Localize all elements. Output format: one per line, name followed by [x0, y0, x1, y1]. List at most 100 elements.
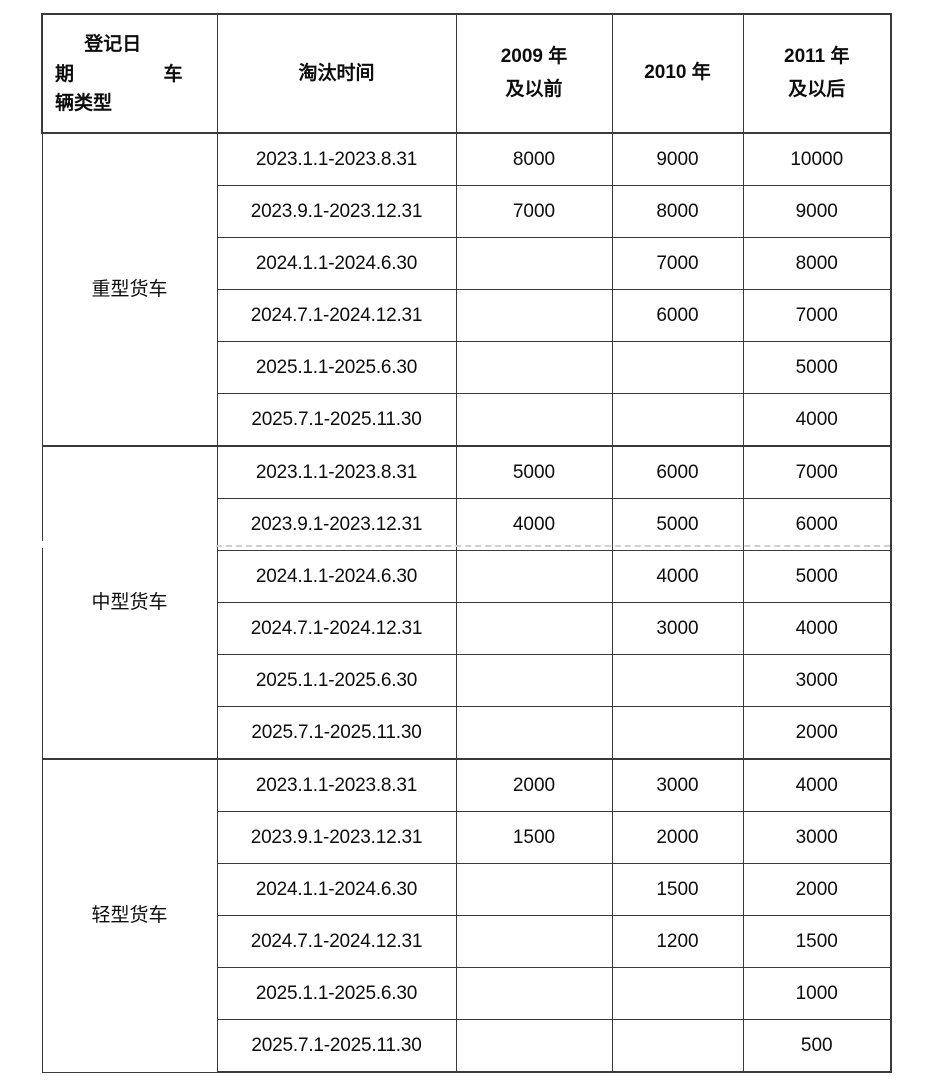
period-cell: 2025.1.1-2025.6.30	[216, 654, 457, 707]
table-row: 2025.1.1-2025.6.30 5000	[42, 341, 892, 394]
amount-cell-y2010: 4000	[611, 550, 744, 603]
amount-cell-y2011: 1000	[742, 967, 892, 1020]
amount-cell-y2011: 4000	[742, 602, 892, 655]
table-body: 登记日 期 车 辆类型 淘汰时间 2009 年 及以前	[41, 13, 892, 1073]
amount-cell-empty	[455, 915, 613, 968]
amount-cell-empty	[455, 967, 613, 1020]
period-cell: 2024.1.1-2024.6.30	[216, 550, 457, 603]
amount-cell-y2010: 1500	[611, 863, 744, 916]
corner-header-line-2: 期 车	[55, 60, 205, 89]
period-cell: 2023.1.1-2023.8.31	[216, 758, 457, 812]
column-header-2011-stack: 2011 年 及以后	[744, 41, 891, 106]
page-break-left-gap	[40, 541, 43, 548]
table-row: 2024.7.1-2024.12.31 6000 7000	[42, 289, 892, 342]
amount-cell-y2009: 2000	[455, 758, 613, 812]
amount-cell-y2011: 1500	[742, 915, 892, 968]
amount-cell-y2011: 7000	[742, 445, 892, 499]
amount-cell-y2010: 6000	[611, 445, 744, 499]
period-cell: 2025.1.1-2025.6.30	[216, 967, 457, 1020]
amount-cell-empty	[611, 341, 744, 394]
amount-cell-y2011: 8000	[742, 237, 892, 290]
amount-cell-empty	[455, 602, 613, 655]
amount-cell-empty	[611, 654, 744, 707]
period-cell: 2025.7.1-2025.11.30	[216, 393, 457, 447]
table-row: 2024.7.1-2024.12.31 1200 1500	[42, 915, 892, 968]
amount-cell-y2011: 3000	[742, 654, 892, 707]
amount-cell-y2010: 8000	[611, 185, 744, 238]
amount-cell-y2010: 9000	[611, 132, 744, 186]
amount-cell-y2011: 4000	[742, 758, 892, 812]
amount-cell-y2011: 9000	[742, 185, 892, 238]
amount-cell-empty	[455, 393, 613, 447]
column-header-2011-line-2: 及以后	[788, 78, 846, 100]
amount-cell-empty	[455, 1019, 613, 1073]
vehicle-type-cell: 重型货车	[41, 132, 218, 447]
amount-cell-y2011: 2000	[742, 863, 892, 916]
amount-cell-y2010: 6000	[611, 289, 744, 342]
period-cell: 2024.1.1-2024.6.30	[216, 237, 457, 290]
amount-cell-empty	[611, 1019, 744, 1073]
column-header-2011: 2011 年 及以后	[742, 13, 892, 134]
corner-header-line-2-left: 期	[55, 63, 75, 85]
table-row: 2025.1.1-2025.6.30 3000	[42, 654, 892, 707]
amount-cell-empty	[455, 863, 613, 916]
column-header-period-label: 淘汰时间	[298, 62, 375, 84]
amount-cell-y2010: 3000	[611, 758, 744, 812]
table-row: 2025.1.1-2025.6.30 1000	[42, 967, 892, 1020]
vehicle-type-cell: 中型货车	[41, 445, 218, 760]
column-header-2010: 2010 年	[611, 13, 744, 134]
table-row: 2023.9.1-2023.12.31 4000 5000 6000	[42, 498, 892, 551]
table-row: 2025.7.1-2025.11.30 500	[42, 1019, 892, 1073]
amount-cell-y2011: 10000	[742, 132, 892, 186]
table-row: 2024.1.1-2024.6.30 1500 2000	[42, 863, 892, 916]
amount-cell-empty	[455, 706, 613, 760]
amount-cell-y2011: 6000	[742, 498, 892, 551]
amount-cell-empty	[455, 550, 613, 603]
period-cell: 2025.7.1-2025.11.30	[216, 706, 457, 760]
amount-cell-empty	[611, 967, 744, 1020]
amount-cell-empty	[455, 237, 613, 290]
scrappage-subsidy-table: 登记日 期 车 辆类型 淘汰时间 2009 年 及以前	[41, 13, 892, 1073]
period-cell: 2023.9.1-2023.12.31	[216, 498, 457, 551]
period-cell: 2023.1.1-2023.8.31	[216, 132, 457, 186]
amount-cell-empty	[611, 393, 744, 447]
amount-cell-y2010: 5000	[611, 498, 744, 551]
amount-cell-y2010: 3000	[611, 602, 744, 655]
corner-header-text: 登记日 期 车 辆类型	[43, 22, 217, 124]
amount-cell-y2011: 500	[742, 1019, 892, 1073]
period-cell: 2023.1.1-2023.8.31	[216, 445, 457, 499]
column-header-2010-stack: 2010 年	[613, 57, 743, 89]
amount-cell-y2009: 4000	[455, 498, 613, 551]
column-header-2009-stack: 2009 年 及以前	[457, 41, 612, 106]
corner-header-line-3: 辆类型	[55, 93, 113, 115]
period-cell: 2024.1.1-2024.6.30	[216, 863, 457, 916]
amount-cell-y2009: 5000	[455, 445, 613, 499]
corner-header-cell: 登记日 期 车 辆类型	[41, 13, 218, 134]
amount-cell-y2011: 2000	[742, 706, 892, 760]
column-header-2009-line-2: 及以前	[505, 78, 563, 100]
corner-header-line-2-right: 车	[163, 63, 183, 85]
amount-cell-y2009: 7000	[455, 185, 613, 238]
amount-cell-y2011: 5000	[742, 341, 892, 394]
table-row: 2023.9.1-2023.12.31 7000 8000 9000	[42, 185, 892, 238]
period-cell: 2023.9.1-2023.12.31	[216, 811, 457, 864]
period-cell: 2023.9.1-2023.12.31	[216, 185, 457, 238]
period-cell: 2025.1.1-2025.6.30	[216, 341, 457, 394]
amount-cell-y2011: 7000	[742, 289, 892, 342]
corner-header-line-1: 登记日	[84, 34, 142, 56]
amount-cell-empty	[455, 289, 613, 342]
period-cell: 2024.7.1-2024.12.31	[216, 915, 457, 968]
table-row: 轻型货车 2023.1.1-2023.8.31 2000 3000 4000	[41, 758, 892, 1073]
amount-cell-y2011: 5000	[742, 550, 892, 603]
column-header-2010-line-1: 2010 年	[644, 62, 711, 84]
amount-cell-y2010: 7000	[611, 237, 744, 290]
amount-cell-y2011: 4000	[742, 393, 892, 447]
table-row: 2024.1.1-2024.6.30 7000 8000	[42, 237, 892, 290]
period-cell: 2024.7.1-2024.12.31	[216, 602, 457, 655]
amount-cell-empty	[455, 341, 613, 394]
table-row: 2023.9.1-2023.12.31 1500 2000 3000	[42, 811, 892, 864]
table-row: 中型货车 2023.1.1-2023.8.31 5000 6000 7000	[41, 445, 892, 760]
amount-cell-empty	[611, 706, 744, 760]
amount-cell-empty	[455, 654, 613, 707]
